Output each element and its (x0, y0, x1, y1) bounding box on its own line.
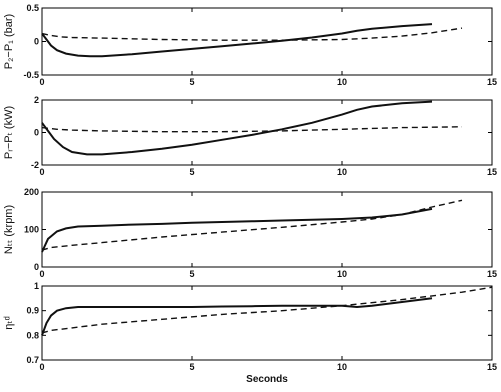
y-axis-label: Nₜₜ (krpm) (3, 205, 15, 254)
x-tick-label: 10 (337, 167, 347, 177)
y-tick-label: 200 (24, 187, 39, 197)
series-line-dashed (41, 199, 463, 251)
y-tick-label: 2 (34, 95, 39, 105)
x-tick-label: 0 (39, 77, 44, 87)
x-tick-label: 15 (487, 77, 497, 87)
y-tick-label: -2 (31, 160, 39, 170)
x-tick-label: 0 (39, 269, 44, 279)
axes-frame (41, 191, 493, 268)
subplot-3: 0 5 10 15 0 100 200 Nₜₜ (krpm) (3, 187, 497, 279)
x-tick-label: 5 (189, 167, 194, 177)
y-tick-label: 100 (24, 225, 39, 235)
x-tick-label: 10 (337, 269, 347, 279)
y-tick-label: -0.5 (23, 70, 39, 80)
x-tick-label: 10 (337, 77, 347, 87)
y-tick-label: 0.7 (26, 355, 39, 365)
y-axis-label: Pᵣ−Pₜ (kW) (3, 106, 15, 159)
x-tick-label: 15 (487, 269, 497, 279)
subplot-1: 0 5 10 15-0.500.5P₂−P₁ (bar) (3, 3, 497, 87)
x-tick-label: 5 (189, 362, 194, 372)
y-tick-label: 0.5 (26, 3, 39, 13)
x-tick-label: 5 (189, 269, 194, 279)
y-tick-label: 0.8 (26, 330, 39, 340)
series-line-dashed (41, 126, 463, 133)
x-tick-label: 5 (189, 77, 194, 87)
y-axis-label: ηₜᵈ (3, 316, 15, 330)
y-tick-label: 1 (34, 281, 39, 291)
x-tick-label: 10 (337, 362, 347, 372)
x-tick-label: 15 (487, 167, 497, 177)
y-axis-label: P₂−P₁ (bar) (3, 14, 15, 69)
x-tick-label: 15 (487, 362, 497, 372)
x-axis-label: Seconds (246, 374, 288, 385)
series-line-solid (41, 23, 433, 58)
series-line-solid (41, 207, 433, 253)
y-tick-label: 0 (34, 37, 39, 47)
y-tick-label: 0 (34, 262, 39, 272)
series-line-dashed (41, 286, 493, 334)
subplot-4: 0 5 10 15 0.7 0.8 0.9 1 ηₜᵈ Seconds (3, 281, 497, 385)
series-line-solid (41, 100, 433, 156)
x-tick-label: 0 (39, 362, 44, 372)
y-tick-label: 0 (34, 128, 39, 138)
x-tick-label: 0 (39, 167, 44, 177)
axes-frame (41, 285, 493, 361)
series-line-solid (41, 297, 433, 336)
y-tick-label: 0.9 (26, 306, 39, 316)
series-line-dashed (41, 27, 463, 41)
